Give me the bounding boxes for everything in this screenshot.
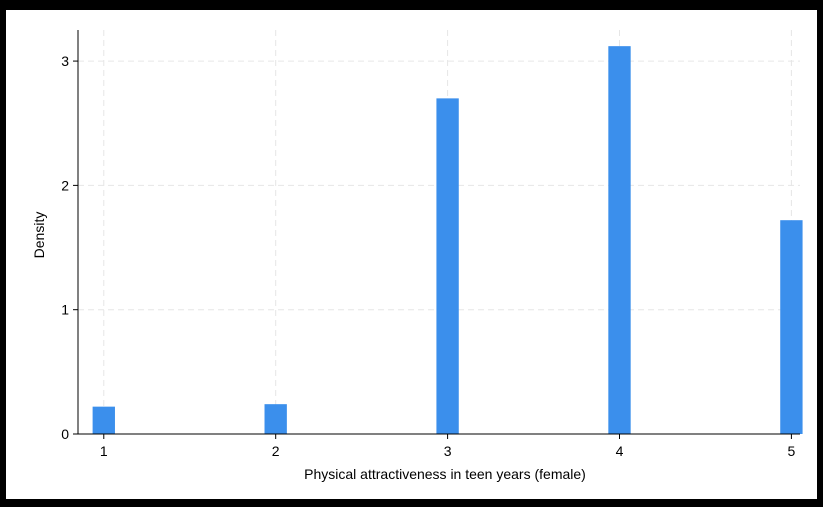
bar (264, 404, 287, 434)
bar (780, 220, 803, 434)
chart-frame: 0 1 2 3 1 2 3 4 5 Physical attractiveness in tee… (6, 10, 817, 499)
x-tick-label: 4 (616, 443, 624, 459)
histogram-chart: 0 1 2 3 1 2 3 4 5 Physical attractiveness in tee… (31, 30, 803, 482)
y-tick-label: 3 (61, 53, 69, 69)
bars (92, 46, 803, 434)
x-axis-label: Physical attractiveness in teen years (f… (304, 466, 586, 482)
y-tick-label: 0 (61, 426, 69, 442)
y-tick-label: 1 (61, 302, 69, 318)
x-tick-label: 5 (788, 443, 796, 459)
x-tick-label: 2 (272, 443, 280, 459)
tick-labels: 0 1 2 3 1 2 3 4 5 (61, 53, 795, 459)
x-tick-label: 3 (444, 443, 452, 459)
y-axis-label: Density (31, 212, 47, 259)
x-tick-label: 1 (100, 443, 108, 459)
bar (608, 46, 631, 434)
axes (73, 30, 800, 439)
y-tick-label: 2 (61, 177, 69, 193)
bar (92, 406, 115, 434)
bar (436, 98, 459, 434)
